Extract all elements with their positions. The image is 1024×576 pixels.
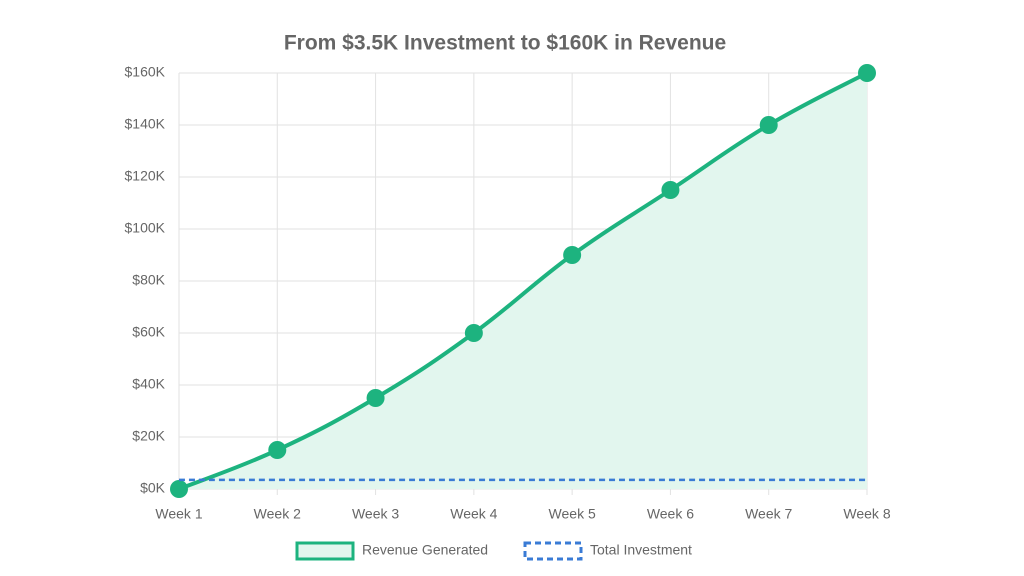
point [268, 441, 287, 459]
y-tick-label: $20K [132, 428, 165, 444]
x-tick-label: Week 3 [352, 506, 399, 522]
point [464, 324, 483, 342]
y-tick-label: $0K [140, 480, 166, 496]
point [366, 389, 385, 407]
y-tick-label: $80K [132, 272, 165, 288]
point [661, 181, 680, 199]
point [759, 116, 778, 134]
y-tick-label: $160K [125, 64, 166, 80]
chart-title: From $3.5K Investment to $160K in Revenu… [284, 32, 726, 55]
x-tick-label: Week 1 [155, 506, 202, 522]
x-tick-label: Week 7 [745, 506, 792, 522]
x-tick-label: Week 4 [450, 506, 497, 522]
x-tick-label: Week 5 [549, 506, 596, 522]
legend-label: Total Investment [590, 542, 692, 558]
line [178, 71, 868, 491]
x-tick-label: Week 6 [647, 506, 694, 522]
legend-swatch [295, 541, 355, 561]
y-tick-label: $100K [125, 220, 166, 236]
y-tick-label: $40K [132, 376, 165, 392]
legend-swatch [523, 541, 583, 561]
area [179, 73, 867, 489]
legend-label: Revenue Generated [362, 542, 488, 558]
y-tick-label: $140K [125, 116, 166, 132]
y-tick-label: $60K [132, 324, 165, 340]
point [858, 64, 876, 82]
y-tick-label: $120K [125, 168, 166, 184]
point [563, 246, 582, 264]
x-tick-label: Week 8 [843, 506, 890, 522]
point [170, 480, 188, 498]
x-tick-label: Week 2 [254, 506, 301, 522]
